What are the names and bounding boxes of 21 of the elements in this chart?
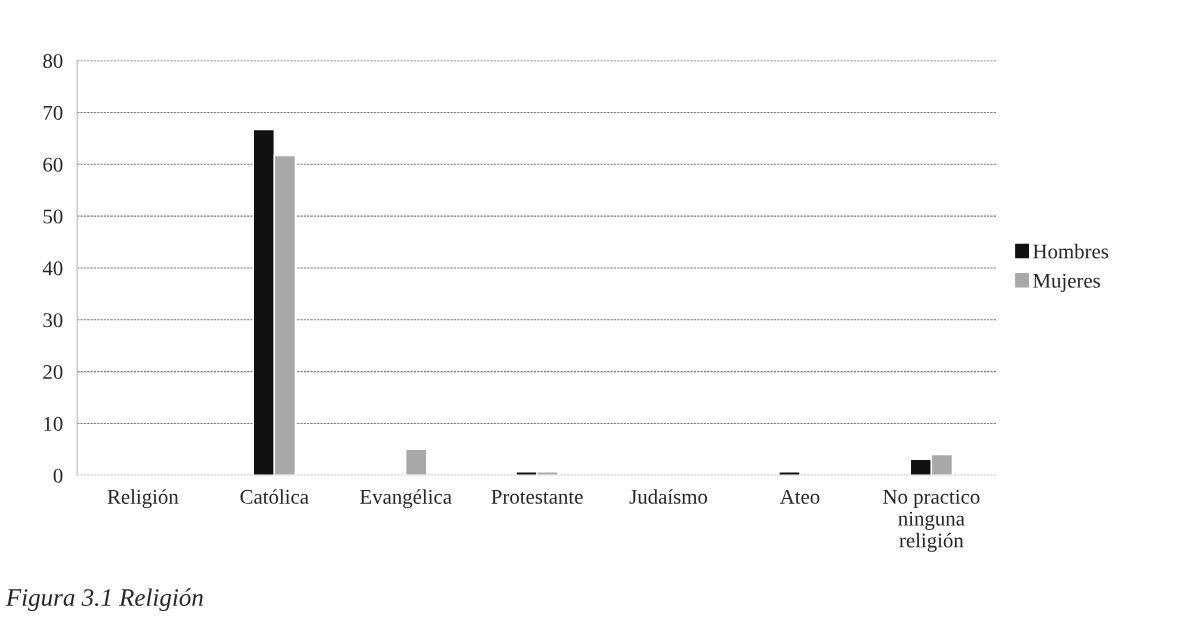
bar [405,448,428,476]
x-tick-label: Ateo [779,489,820,504]
y-tick-label: 60 [43,157,63,172]
x-tick-label: Religión [107,489,179,509]
x-tick-label: Judaísmo [629,489,708,504]
y-tick-label: 80 [43,53,63,69]
x-tick-label: Evangélica [360,489,452,509]
bar [778,470,801,476]
y-tick-label: 50 [43,209,63,224]
y-tick-label: 40 [42,261,63,276]
legend-label: Hombres [1033,243,1109,259]
text: Figura 3.1 Religión [5,588,203,612]
x-tick-label: Protestante [491,490,583,504]
y-tick-label: 0 [53,468,63,483]
y-tick-label: 10 [44,416,63,431]
x-tick-label: Católica [240,489,309,504]
y-tick-label: 20 [43,365,63,380]
y-tick-label: 70 [43,105,63,120]
x-tick-label: No practico ninguna religión [883,489,980,552]
y-tick-label: 30 [43,313,63,328]
legend-label: Mujeres [1033,273,1101,293]
